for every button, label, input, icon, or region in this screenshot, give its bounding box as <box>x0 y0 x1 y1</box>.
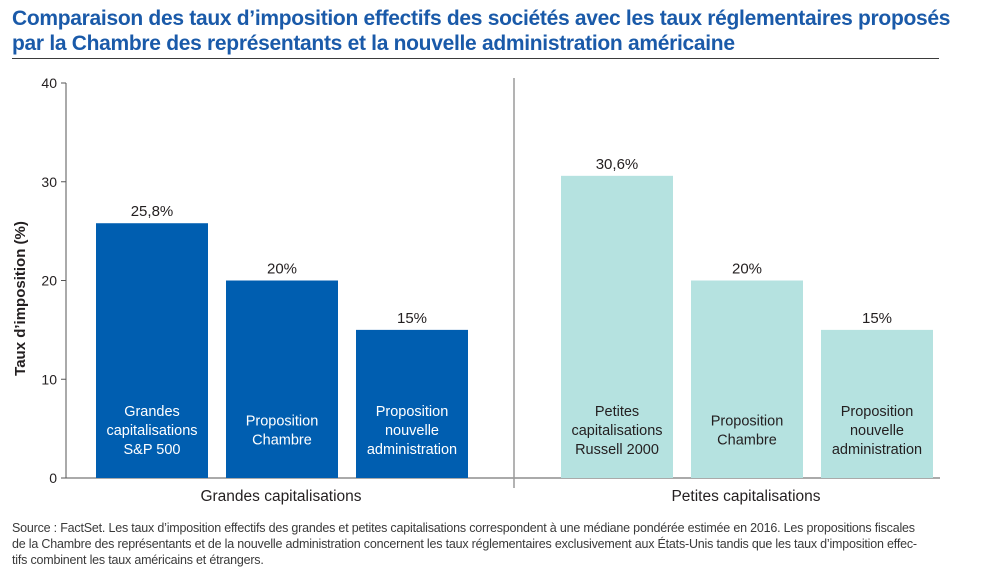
bar-label-large-3-line-2: nouvelle <box>385 423 439 439</box>
y-tick-label-20: 20 <box>41 273 57 289</box>
bar-chart: 0 10 20 30 40 Taux d’imposition (%) 25,8% Grand… <box>12 75 940 505</box>
bar-label-small-3-line-2: nouvelle <box>850 423 904 439</box>
x-category-label-large: Grandes capitalisations <box>200 488 361 505</box>
bar-label-large-1-line-3: S&P 500 <box>124 442 181 458</box>
bar-label-small-1-line-2: capitalisations <box>571 423 662 439</box>
source-line-1: Source : FactSet. Les taux d’imposition … <box>12 521 915 535</box>
bar-large-3 <box>356 329 468 478</box>
data-label-small-2: 20% <box>732 261 762 278</box>
source-note: Source : FactSet. Les taux d’imposition … <box>12 520 972 568</box>
source-line-3: tifs combinent les taux américains et ét… <box>12 553 264 567</box>
data-label-small-1: 30,6% <box>596 156 639 173</box>
y-tick-label-0: 0 <box>49 470 57 486</box>
data-label-large-1: 25,8% <box>131 203 174 220</box>
data-label-small-3: 15% <box>862 310 892 327</box>
chart-title: Comparaison des taux d’imposition effect… <box>12 6 987 56</box>
bar-label-large-2-line-1: Proposition <box>246 414 319 430</box>
title-divider <box>12 58 939 59</box>
bar-large-2 <box>226 280 338 478</box>
bar-small-2 <box>691 280 803 478</box>
bar-label-large-2-line-2: Chambre <box>252 433 312 449</box>
source-line-2: de la Chambre des représentants et de la… <box>12 537 917 551</box>
bar-label-large-3-line-3: administration <box>367 442 457 458</box>
bar-label-small-1-line-1: Petites <box>595 404 639 420</box>
bar-label-small-2-line-2: Chambre <box>717 433 777 449</box>
x-category-label-small: Petites capitalisations <box>671 488 820 505</box>
bar-large-1 <box>96 223 208 478</box>
bar-label-small-1-line-3: Russell 2000 <box>575 442 659 458</box>
bar-label-large-1-line-1: Grandes <box>124 404 180 420</box>
y-axis-title: Taux d’imposition (%) <box>12 221 29 376</box>
data-label-large-3: 15% <box>397 310 427 327</box>
bar-small-3 <box>821 329 933 478</box>
y-tick-label-10: 10 <box>41 371 57 387</box>
bar-label-large-1-line-2: capitalisations <box>106 423 197 439</box>
chart-title-line-1: Comparaison des taux d’imposition effect… <box>12 7 951 30</box>
bar-label-small-2-line-1: Proposition <box>711 414 784 430</box>
bar-small-1 <box>561 175 673 478</box>
data-label-large-2: 20% <box>267 261 297 278</box>
bar-label-small-3-line-3: administration <box>832 442 922 458</box>
y-tick-label-40: 40 <box>41 75 57 91</box>
bar-label-small-3-line-1: Proposition <box>841 404 914 420</box>
y-tick-label-30: 30 <box>41 174 57 190</box>
chart-title-line-2: par la Chambre des représentants et la n… <box>12 32 735 55</box>
bar-label-large-3-line-1: Proposition <box>376 404 449 420</box>
